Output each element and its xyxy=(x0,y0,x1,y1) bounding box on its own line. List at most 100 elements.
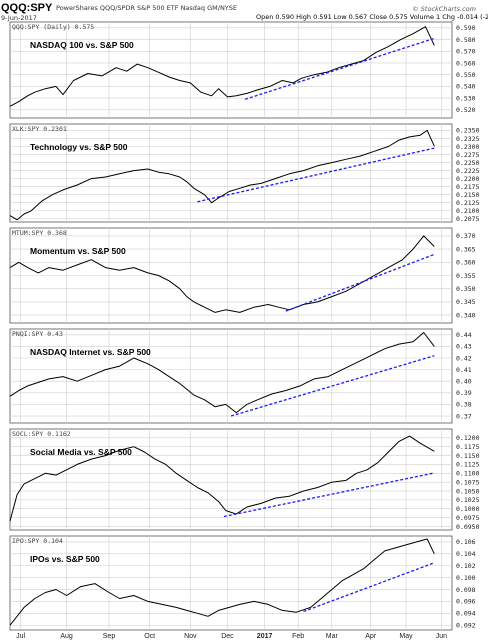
y-tick-label: 0.1100 xyxy=(456,470,480,478)
y-tick-label: 0.1000 xyxy=(456,505,480,513)
y-tick-label: 0.1125 xyxy=(456,461,480,469)
y-tick-label: 0.37 xyxy=(456,412,472,420)
indicator-panels: 0.590 0.580 0.570 0.560 0.550 0.540 0.530 0.520… xyxy=(9,21,480,631)
y-tick-label: 0.365 xyxy=(456,245,476,253)
y-tick-label: 0.350 xyxy=(456,285,476,293)
y-tick-label: 0.1025 xyxy=(456,496,480,504)
ratio-series-line xyxy=(9,332,435,414)
y-tick-label: 0.2175 xyxy=(456,183,480,191)
panel-label: Momentum vs. S&P 500 xyxy=(30,246,126,256)
panel-frame xyxy=(9,328,453,424)
instrument-description: PowerShares QQQ/SPDR S&P 500 ETF Nasdaq … xyxy=(56,4,237,12)
y-tick-label: 0.41 xyxy=(456,366,472,374)
y-tick-label: 0.360 xyxy=(456,259,476,267)
y-tick-label: 0.590 xyxy=(456,24,476,32)
x-tick-label: Aug xyxy=(60,633,73,640)
trendline xyxy=(230,355,435,417)
y-tick-label: 0.340 xyxy=(456,311,476,319)
y-tick-label: 0.1200 xyxy=(456,434,480,442)
y-tick-label: 0.370 xyxy=(456,232,476,240)
y-tick-label: 0.102 xyxy=(456,562,476,570)
y-tick-label: 0.1075 xyxy=(456,478,480,486)
panel-title: SOCL:SPY 0.1162 xyxy=(12,430,71,438)
chart-panel: 0.23500.23250.23000.22750.22500.22250.22… xyxy=(9,123,480,223)
y-tick-label: 0.1175 xyxy=(456,443,480,451)
ratio-series-line xyxy=(9,538,435,626)
x-tick-label: Mar xyxy=(326,633,339,640)
x-tick-label: Jun xyxy=(436,633,447,640)
panel-label: NASDAQ 100 vs. S&P 500 xyxy=(30,40,134,50)
x-tick-label: May xyxy=(399,633,413,640)
y-tick-label: 0.2300 xyxy=(456,143,480,151)
y-tick-label: 0.1150 xyxy=(456,452,480,460)
panel-frame xyxy=(9,21,453,119)
panel-title: QQQ:SPY (Daily) 0.575 xyxy=(12,23,94,31)
symbol-title: QQQ:SPY xyxy=(1,2,53,14)
panel-title: MTUM:SPY 0.368 xyxy=(12,229,67,237)
y-tick-label: 0.38 xyxy=(456,401,472,409)
trendline xyxy=(223,472,435,518)
y-tick-label: 0.100 xyxy=(456,574,476,582)
panel-frame xyxy=(9,123,453,223)
y-tick-label: 0.355 xyxy=(456,272,476,280)
y-tick-label: 0.40 xyxy=(456,378,472,386)
y-tick-label: 0.098 xyxy=(456,586,476,594)
panel-label: Technology vs. S&P 500 xyxy=(30,142,128,152)
y-tick-label: 0.2275 xyxy=(456,151,480,159)
x-tick-label: Nov xyxy=(184,633,197,640)
panel-label: IPOs vs. S&P 500 xyxy=(30,554,100,564)
y-tick-label: 0.2200 xyxy=(456,175,480,183)
y-tick-label: 0.39 xyxy=(456,389,472,397)
y-tick-label: 0.104 xyxy=(456,550,476,558)
trendline xyxy=(303,562,435,613)
stockcharts-credit: © StockCharts.com xyxy=(412,5,476,13)
y-tick-label: 0.580 xyxy=(456,36,476,44)
panel-frame xyxy=(9,428,453,531)
chart-panel: 0.12000.11750.11500.11250.11000.10750.10… xyxy=(9,428,480,531)
y-tick-label: 0.550 xyxy=(456,71,476,79)
ratio-series-line xyxy=(9,26,435,107)
y-tick-label: 0.0950 xyxy=(456,523,480,531)
y-tick-label: 0.44 xyxy=(456,331,472,339)
y-tick-label: 0.1050 xyxy=(456,487,480,495)
y-tick-label: 0.530 xyxy=(456,94,476,102)
x-tick-label: Sep xyxy=(103,633,116,640)
trendline xyxy=(285,253,435,312)
y-tick-label: 0.094 xyxy=(456,610,476,618)
chart-panel: 0.590 0.580 0.570 0.560 0.550 0.540 0.530 0.520… xyxy=(9,21,476,119)
y-tick-label: 0.2250 xyxy=(456,159,480,167)
x-tick-label: 2017 xyxy=(257,633,273,640)
chart-panel: 0.44 0.43 0.42 0.41 0.40 0.39 0.38 0.37 PNQI:SPY… xyxy=(9,328,472,424)
y-tick-label: 0.092 xyxy=(456,622,476,630)
y-tick-label: 0.2075 xyxy=(456,215,480,223)
trendline xyxy=(197,147,435,203)
x-tick-label: Dec xyxy=(221,633,234,640)
chart-panel: 0.106 0.104 0.102 0.100 0.098 0.096 0.094 0.092… xyxy=(9,535,476,631)
y-tick-label: 0.2150 xyxy=(456,191,480,199)
x-tick-label: Jul xyxy=(16,633,25,640)
x-tick-label: Oct xyxy=(144,633,155,640)
panel-title: PNQI:SPY 0.43 xyxy=(12,330,63,338)
panel-label: Social Media vs. S&P 500 xyxy=(30,447,132,457)
y-tick-label: 0.106 xyxy=(456,538,476,546)
panel-title: XLK:SPY 0.2301 xyxy=(12,125,67,133)
panel-title: IPO:SPY 0.104 xyxy=(12,537,63,545)
quote-date: 9-Jun-2017 xyxy=(1,14,37,22)
x-axis: Jul Aug Sep Oct Nov Dec 2017 Feb Mar Apr May Jun xyxy=(16,633,447,640)
panel-frame xyxy=(9,535,453,631)
ratio-series-line xyxy=(9,435,435,522)
y-tick-label: 0.2325 xyxy=(456,135,480,143)
y-tick-label: 0.096 xyxy=(456,598,476,606)
y-tick-label: 0.2225 xyxy=(456,167,480,175)
y-tick-label: 0.560 xyxy=(456,59,476,67)
y-tick-label: 0.43 xyxy=(456,343,472,351)
y-tick-label: 0.2100 xyxy=(456,207,480,215)
y-tick-label: 0.42 xyxy=(456,354,472,362)
chart-panel: 0.370 0.365 0.360 0.355 0.350 0.345 0.340 MTUM:… xyxy=(9,227,476,324)
panel-label: NASDAQ Internet vs. S&P 500 xyxy=(30,347,151,357)
y-tick-label: 0.2125 xyxy=(456,199,480,207)
ratio-series-line xyxy=(9,129,435,221)
x-tick-label: Apr xyxy=(365,633,377,640)
trendline xyxy=(244,37,435,100)
